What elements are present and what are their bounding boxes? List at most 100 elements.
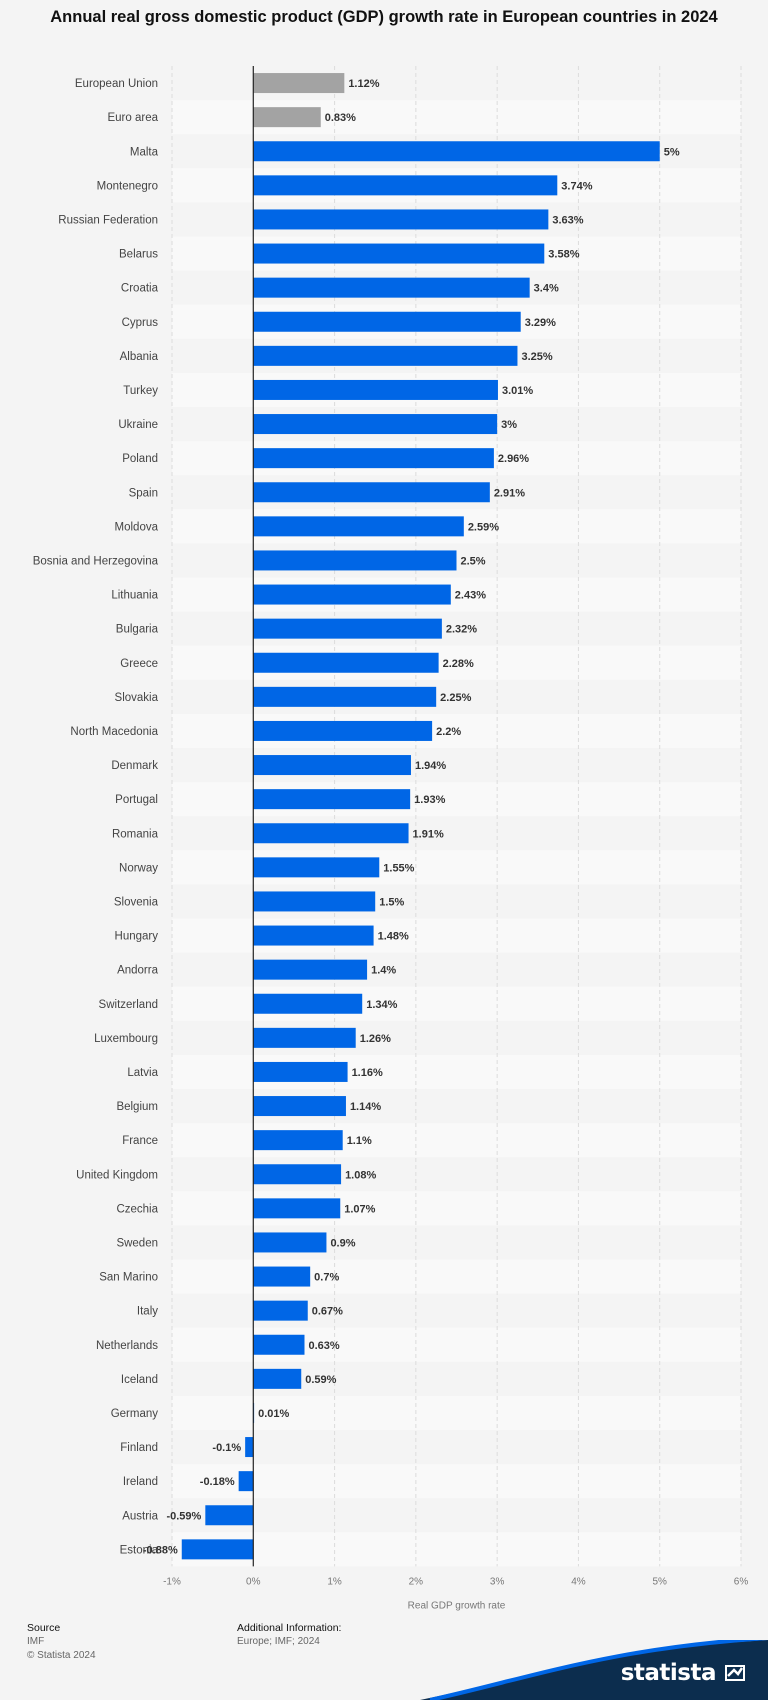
category-label: Germany [111,1408,159,1420]
category-label: Netherlands [96,1340,158,1352]
bar [253,175,558,196]
bar [253,1061,348,1082]
source-block: Source IMF © Statista 2024 [27,1621,96,1663]
data-label: -0.59% [166,1510,201,1522]
data-label: 2.32% [446,624,477,636]
bar [253,1027,356,1048]
x-axis-label: Real GDP growth rate [408,1600,506,1611]
bar [253,209,549,230]
category-label: United Kingdom [76,1169,158,1181]
category-label: Norway [119,862,158,874]
data-label: 3% [501,419,517,431]
data-label: -0.1% [212,1442,241,1454]
category-label: Belgium [116,1101,158,1113]
statista-logo[interactable]: statista [621,1660,746,1686]
category-label: San Marino [99,1272,158,1284]
data-label: 2.43% [455,590,486,602]
category-label: Ukraine [118,419,158,431]
data-label: 1.34% [366,999,397,1011]
data-label: 0.83% [325,112,356,124]
category-label: Turkey [123,385,158,397]
data-label: 1.14% [350,1101,381,1113]
category-label: Austria [122,1510,158,1522]
bar [253,584,451,605]
data-label: 1.91% [413,828,444,840]
bar [253,1300,308,1321]
data-label: 2.91% [494,487,525,499]
additional-info-line: Europe; IMF; 2024 [237,1636,320,1647]
data-label: 3.25% [521,351,552,363]
bar [253,891,376,912]
bar [238,1471,254,1492]
bar [245,1437,254,1458]
data-label: 0.01% [258,1408,289,1420]
category-label: Cyprus [122,317,159,329]
bar-chart: European Union 1.12% Euro area 0.83% Malta 5%… [33,66,749,1611]
brand-wave-accent [429,1640,768,1700]
category-label: Slovenia [114,896,159,908]
data-label: 1.08% [345,1169,376,1181]
data-label: 2.25% [440,692,471,704]
bar [253,414,498,435]
data-label: 1.55% [383,862,414,874]
data-label: 2.96% [498,453,529,465]
bar [253,277,530,298]
category-label: European Union [75,78,158,90]
bar [253,755,411,776]
category-label: Latvia [127,1067,158,1079]
category-label: Euro area [107,112,158,124]
category-label: Luxembourg [94,1033,158,1045]
bar [253,311,521,332]
brand-name: statista [620,1660,717,1686]
x-tick-label: -1% [163,1576,181,1587]
source-line-2: © Statista 2024 [27,1650,96,1661]
category-label: Denmark [111,760,158,772]
bar [253,345,518,366]
bar [253,1130,343,1151]
data-label: 0.9% [330,1237,355,1249]
category-label: Romania [112,828,159,840]
bar [181,1539,254,1560]
brand-wave [420,1640,768,1700]
bar [253,379,498,400]
data-label: 3.58% [548,249,579,261]
category-label: Albania [120,351,159,363]
data-label: 1.5% [379,896,404,908]
bar [253,1232,327,1253]
bar [253,652,439,673]
additional-info-heading: Additional Information: [237,1622,342,1634]
data-label: -0.18% [200,1476,235,1488]
bar [253,857,380,878]
category-label: Switzerland [99,999,158,1011]
bar [253,550,457,571]
category-label: Hungary [115,931,159,943]
data-label: 3.4% [534,283,559,295]
data-label: 1.1% [347,1135,372,1147]
data-label: 2.28% [443,658,474,670]
data-label: 1.94% [415,760,446,772]
data-label: -0.88% [143,1544,178,1556]
data-label: 0.67% [312,1306,343,1318]
category-label: Czechia [116,1203,158,1215]
data-label: 1.4% [371,965,396,977]
x-tick-label: 6% [734,1576,749,1587]
x-tick-label: 5% [652,1576,667,1587]
data-label: 1.48% [378,931,409,943]
bar [253,823,409,844]
bar [253,1164,342,1185]
category-label: Spain [129,487,158,499]
x-tick-label: 1% [327,1576,342,1587]
data-label: 1.26% [360,1033,391,1045]
category-label: Malta [130,146,159,158]
chart-title: Annual real gross domestic product (GDP)… [50,8,718,26]
bar [253,618,442,639]
bar [253,1096,346,1117]
x-tick-label: 0% [246,1576,261,1587]
x-tick-label: 3% [490,1576,505,1587]
data-label: 3.29% [525,317,556,329]
category-label: Lithuania [111,590,158,602]
category-label: Moldova [115,521,159,533]
data-label: 3.63% [552,214,583,226]
category-label: Montenegro [97,180,158,192]
data-label: 1.12% [348,78,379,90]
